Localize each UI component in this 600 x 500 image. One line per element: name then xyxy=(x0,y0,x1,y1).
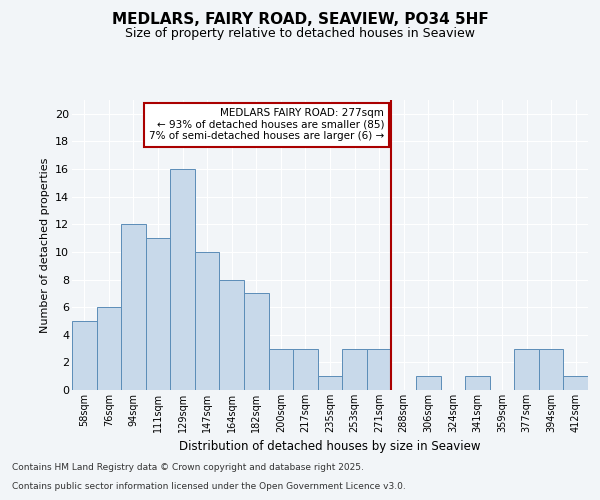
Bar xyxy=(72,321,97,390)
Bar xyxy=(269,348,293,390)
Bar xyxy=(416,376,440,390)
Bar xyxy=(342,348,367,390)
Bar xyxy=(146,238,170,390)
Bar xyxy=(318,376,342,390)
Bar xyxy=(539,348,563,390)
Bar xyxy=(121,224,146,390)
Text: MEDLARS, FAIRY ROAD, SEAVIEW, PO34 5HF: MEDLARS, FAIRY ROAD, SEAVIEW, PO34 5HF xyxy=(112,12,488,28)
Bar xyxy=(367,348,391,390)
Bar xyxy=(97,307,121,390)
Bar xyxy=(514,348,539,390)
Text: Contains public sector information licensed under the Open Government Licence v3: Contains public sector information licen… xyxy=(12,482,406,491)
Bar xyxy=(244,294,269,390)
Text: MEDLARS FAIRY ROAD: 277sqm
← 93% of detached houses are smaller (85)
7% of semi-: MEDLARS FAIRY ROAD: 277sqm ← 93% of deta… xyxy=(149,108,384,142)
Bar xyxy=(195,252,220,390)
Bar xyxy=(170,169,195,390)
Text: Size of property relative to detached houses in Seaview: Size of property relative to detached ho… xyxy=(125,28,475,40)
X-axis label: Distribution of detached houses by size in Seaview: Distribution of detached houses by size … xyxy=(179,440,481,454)
Bar xyxy=(465,376,490,390)
Bar xyxy=(563,376,588,390)
Y-axis label: Number of detached properties: Number of detached properties xyxy=(40,158,50,332)
Bar xyxy=(220,280,244,390)
Text: Contains HM Land Registry data © Crown copyright and database right 2025.: Contains HM Land Registry data © Crown c… xyxy=(12,464,364,472)
Bar xyxy=(293,348,318,390)
